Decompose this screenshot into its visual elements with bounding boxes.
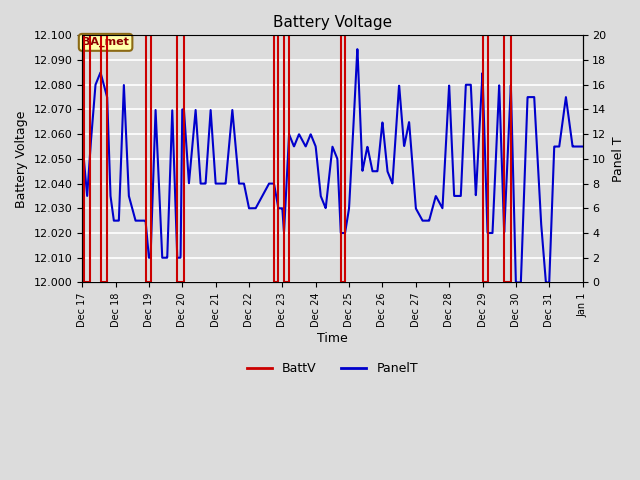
Bar — [483, 36, 488, 282]
Legend: BattV, PanelT: BattV, PanelT — [242, 357, 423, 380]
Bar — [145, 36, 150, 282]
Bar — [177, 36, 184, 282]
Bar — [340, 36, 345, 282]
Bar — [84, 36, 90, 282]
Y-axis label: Panel T: Panel T — [612, 136, 625, 182]
Text: BA_met: BA_met — [82, 37, 129, 48]
Bar — [274, 36, 278, 282]
Bar — [100, 36, 107, 282]
X-axis label: Time: Time — [317, 332, 348, 345]
Y-axis label: Battery Voltage: Battery Voltage — [15, 110, 28, 207]
Bar — [504, 36, 511, 282]
Bar — [284, 36, 289, 282]
Title: Battery Voltage: Battery Voltage — [273, 15, 392, 30]
